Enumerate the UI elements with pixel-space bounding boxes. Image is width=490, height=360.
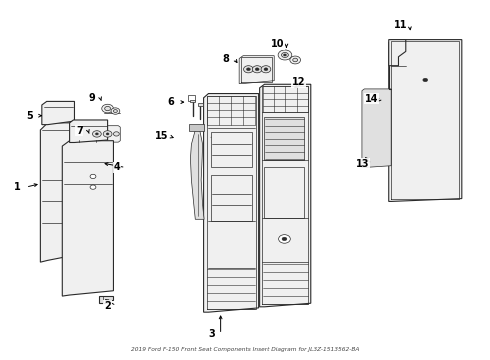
Circle shape xyxy=(423,78,428,82)
Polygon shape xyxy=(99,296,114,303)
Text: 2: 2 xyxy=(104,301,111,311)
Circle shape xyxy=(290,56,300,64)
Text: 1: 1 xyxy=(14,182,21,192)
Polygon shape xyxy=(70,120,108,143)
Bar xyxy=(188,95,195,102)
Circle shape xyxy=(111,108,120,114)
Polygon shape xyxy=(62,141,114,296)
Circle shape xyxy=(114,132,119,136)
Bar xyxy=(211,175,252,221)
Circle shape xyxy=(106,133,109,135)
Circle shape xyxy=(261,66,271,73)
Text: 7: 7 xyxy=(76,126,83,136)
Polygon shape xyxy=(389,40,462,202)
Circle shape xyxy=(278,50,292,60)
Polygon shape xyxy=(239,56,274,84)
Circle shape xyxy=(255,68,259,71)
Text: 4: 4 xyxy=(114,162,120,172)
Circle shape xyxy=(244,66,253,73)
Circle shape xyxy=(282,53,288,58)
Bar xyxy=(191,100,196,102)
Bar xyxy=(265,167,304,217)
Text: 14: 14 xyxy=(365,94,378,104)
Text: 5: 5 xyxy=(26,111,33,121)
Circle shape xyxy=(114,110,117,112)
Circle shape xyxy=(282,237,287,241)
Polygon shape xyxy=(42,102,74,125)
Circle shape xyxy=(90,174,96,179)
Text: 2019 Ford F-150 Front Seat Components Insert Diagram for JL3Z-1513562-BA: 2019 Ford F-150 Front Seat Components In… xyxy=(131,347,359,352)
Text: 15: 15 xyxy=(154,131,168,141)
Polygon shape xyxy=(40,123,84,262)
Circle shape xyxy=(246,68,250,71)
Circle shape xyxy=(96,133,98,135)
Text: 9: 9 xyxy=(88,93,95,103)
Circle shape xyxy=(264,68,268,71)
Text: 11: 11 xyxy=(394,20,408,30)
Circle shape xyxy=(284,54,287,56)
Circle shape xyxy=(93,131,101,137)
Polygon shape xyxy=(191,130,204,219)
Polygon shape xyxy=(260,84,311,307)
Polygon shape xyxy=(389,40,406,66)
Bar xyxy=(198,103,202,106)
Circle shape xyxy=(102,104,114,113)
Text: 10: 10 xyxy=(271,39,284,49)
Circle shape xyxy=(90,185,96,189)
Polygon shape xyxy=(203,94,259,312)
Polygon shape xyxy=(362,89,391,167)
Bar xyxy=(190,123,204,131)
Circle shape xyxy=(105,107,111,111)
Text: 8: 8 xyxy=(222,54,229,64)
Circle shape xyxy=(293,58,297,62)
Text: 13: 13 xyxy=(356,159,369,169)
Text: 3: 3 xyxy=(208,329,215,339)
Bar xyxy=(265,117,304,160)
Circle shape xyxy=(103,131,112,137)
Polygon shape xyxy=(88,126,120,142)
Circle shape xyxy=(279,235,290,243)
Bar xyxy=(211,132,252,167)
Text: 12: 12 xyxy=(292,77,305,87)
Text: 6: 6 xyxy=(167,97,174,107)
Circle shape xyxy=(252,66,262,73)
